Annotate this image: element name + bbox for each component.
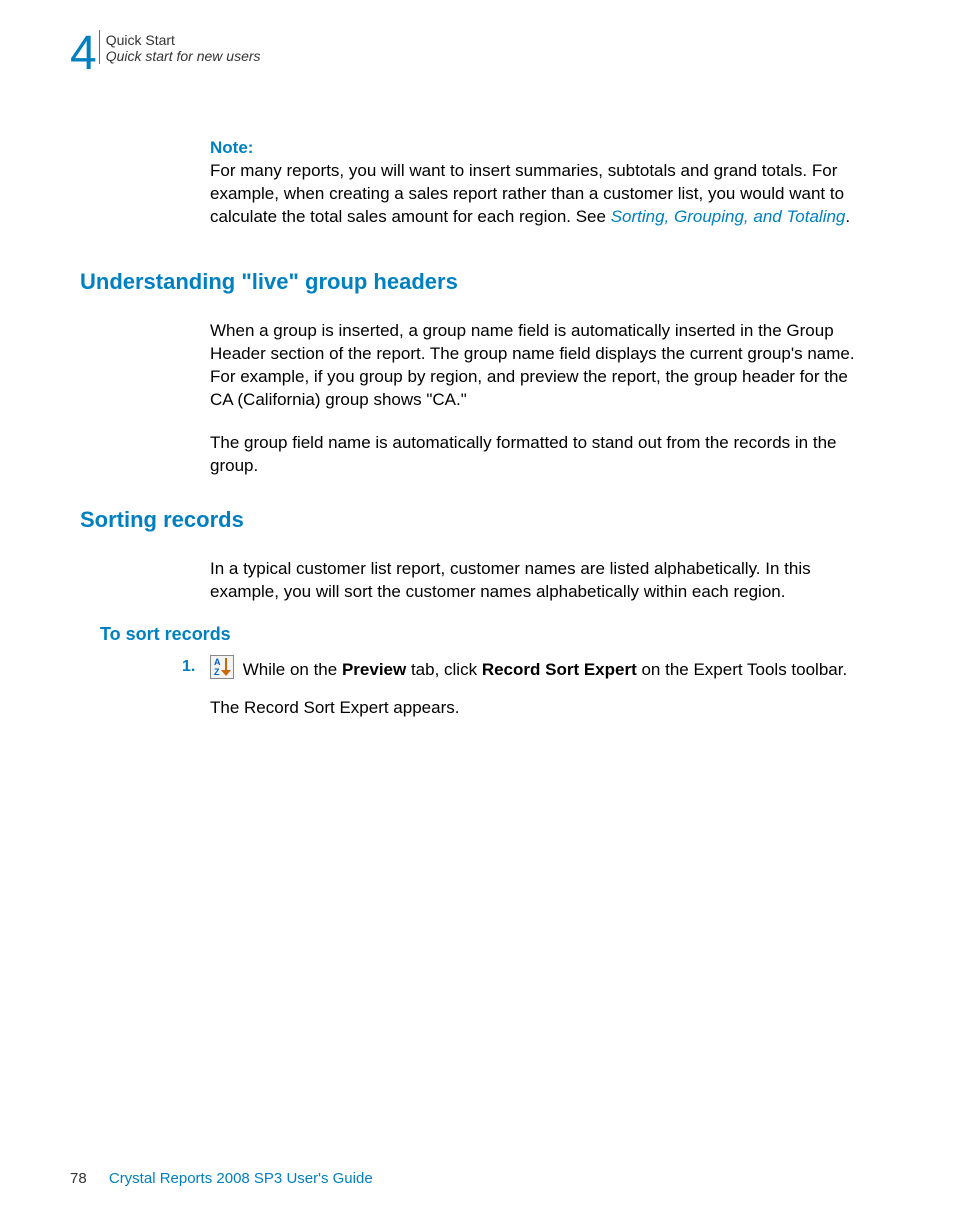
page: 4 Quick Start Quick start for new users … — [0, 0, 954, 1227]
chapter-subtitle: Quick start for new users — [106, 48, 261, 64]
step1-bold1: Preview — [342, 660, 406, 679]
heading-sorting: Sorting records — [80, 507, 884, 533]
step-number: 1. — [182, 655, 195, 679]
sort-az-icon[interactable]: A Z — [210, 655, 234, 679]
sort-icon-letter-z: Z — [214, 666, 220, 680]
chapter-number: 4 — [70, 30, 97, 78]
subheading-to-sort: To sort records — [100, 624, 884, 645]
page-number: 78 — [70, 1170, 87, 1187]
para-s1-1: When a group is inserted, a group name f… — [210, 320, 864, 412]
page-footer: 78 Crystal Reports 2008 SP3 User's Guide — [70, 1170, 373, 1187]
note-text-after: . — [845, 207, 850, 226]
step1-mid: tab, click — [406, 660, 482, 679]
note-text: For many reports, you will want to inser… — [210, 160, 864, 229]
heading-understanding: Understanding "live" group headers — [80, 269, 884, 295]
note-link[interactable]: Sorting, Grouping, and Totaling — [611, 207, 846, 226]
para-s2-1: In a typical customer list report, custo… — [210, 558, 864, 604]
sort-icon-arrow — [222, 658, 230, 676]
doc-title: Crystal Reports 2008 SP3 User's Guide — [109, 1170, 373, 1187]
para-s1-2: The group field name is automatically fo… — [210, 432, 864, 478]
step1-post: on the Expert Tools toolbar. — [637, 660, 847, 679]
sort-icon-arrow-head — [221, 670, 231, 676]
note-block: Note: For many reports, you will want to… — [210, 138, 864, 229]
step1-bold2: Record Sort Expert — [482, 660, 637, 679]
chapter-title: Quick Start — [106, 32, 261, 48]
header-titles: Quick Start Quick start for new users — [99, 30, 261, 64]
step1-pre: While on the — [238, 660, 342, 679]
step-1: 1. A Z While on the Preview tab, click R… — [210, 655, 864, 683]
page-header: 4 Quick Start Quick start for new users — [70, 30, 884, 78]
note-label: Note: — [210, 138, 864, 158]
step1-result: The Record Sort Expert appears. — [210, 697, 864, 720]
